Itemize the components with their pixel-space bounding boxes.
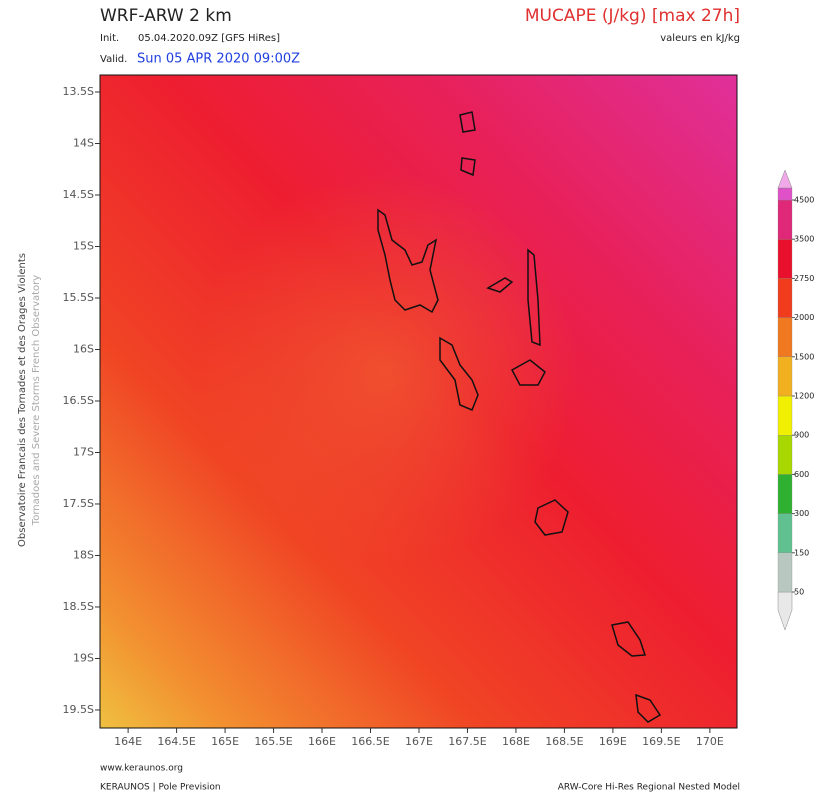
- side-text-en: Tornadoes and Severe Storms French Obser…: [31, 275, 42, 526]
- y-tick-label: 14S: [73, 136, 94, 149]
- colorbar-segment: [777, 278, 793, 318]
- colorbar-segment: [777, 395, 793, 436]
- side-text: Observatoire Francais des Tornades et de…: [17, 253, 28, 547]
- colorbar-label: 150: [794, 548, 809, 557]
- island: [611, 621, 647, 657]
- island: [377, 208, 439, 314]
- model-title: WRF-ARW 2 km: [100, 6, 232, 26]
- colorbar-label: 4500: [794, 196, 814, 205]
- y-tick-label: 19.5S: [63, 703, 94, 716]
- colorbar-label: 300: [794, 509, 809, 518]
- colorbar-label: 600: [794, 470, 809, 479]
- colorbar-segment: [777, 474, 793, 514]
- island: [635, 693, 662, 723]
- colorbar-label: 1500: [794, 352, 814, 361]
- y-tick-label: 16S: [73, 342, 94, 355]
- valid-time: Sun 05 APR 2020 09:00Z: [137, 52, 300, 67]
- y-tick-label: 13.5S: [63, 85, 94, 98]
- colorbar-segment: [777, 317, 793, 357]
- x-tick-label: 165.5E: [254, 735, 292, 748]
- init-label: Init.: [100, 33, 119, 44]
- y-tick-label: 18S: [73, 548, 94, 561]
- colorbar-label: 1200: [794, 392, 814, 401]
- island: [510, 359, 546, 386]
- x-tick-label: 170E: [696, 735, 724, 748]
- island: [486, 277, 514, 293]
- parameter-title: MUCAPE (J/kg) [max 27h]: [525, 6, 740, 26]
- x-tick-label: 169E: [599, 735, 627, 748]
- x-tick-label: 169.5E: [642, 735, 680, 748]
- island: [459, 111, 476, 177]
- colorbar-segment: [777, 187, 793, 201]
- y-tick-label: 19S: [73, 651, 94, 664]
- x-tick-label: 165E: [211, 735, 239, 748]
- y-tick-label: 17S: [73, 445, 94, 458]
- x-tick-label: 168.5E: [545, 735, 583, 748]
- colorbar-segment: [777, 513, 793, 553]
- x-tick-label: 167.5E: [448, 735, 486, 748]
- units-note: valeurs en kJ/kg: [660, 33, 740, 44]
- colorbar-label: 50: [794, 588, 804, 597]
- x-tick-label: 164.5E: [157, 735, 195, 748]
- y-tick-label: 16.5S: [63, 394, 94, 407]
- y-tick-label: 14.5S: [63, 188, 94, 201]
- y-tick-label: 15S: [73, 239, 94, 252]
- footer-org: KERAUNOS | Pole Prevision: [100, 783, 221, 793]
- island: [439, 336, 479, 411]
- x-tick-label: 164E: [114, 735, 142, 748]
- footer-model: ARW-Core Hi-Res Regional Nested Model: [558, 783, 740, 793]
- x-tick-label: 167E: [405, 735, 433, 748]
- colorbar-segment: [777, 356, 793, 397]
- y-tick-label: 15.5S: [63, 291, 94, 304]
- y-tick-label: 17.5S: [63, 497, 94, 510]
- colorbar-label: 2750: [794, 274, 814, 283]
- x-tick-label: 168E: [502, 735, 530, 748]
- colorbar-segment: [777, 199, 793, 240]
- island: [527, 248, 541, 347]
- coastlines: [377, 111, 662, 723]
- colorbar-segment: [777, 552, 793, 593]
- x-tick-label: 166E: [308, 735, 336, 748]
- footer-site: www.keraunos.org: [100, 764, 183, 774]
- colorbar-label: 2000: [794, 313, 814, 322]
- colorbar-label: 3500: [794, 235, 814, 244]
- colorbar-segment: [777, 239, 793, 279]
- colorbar-end: [777, 591, 793, 631]
- island: [534, 499, 569, 536]
- colorbar-label: 900: [794, 431, 809, 440]
- colorbar-end: [777, 169, 793, 189]
- colorbar-segment: [777, 435, 793, 475]
- init-time: 05.04.2020.09Z [GFS HiRes]: [138, 33, 280, 44]
- field-overlay: [100, 75, 737, 728]
- y-tick-label: 18.5S: [63, 600, 94, 613]
- x-tick-label: 166.5E: [351, 735, 389, 748]
- valid-label: Valid.: [100, 54, 127, 65]
